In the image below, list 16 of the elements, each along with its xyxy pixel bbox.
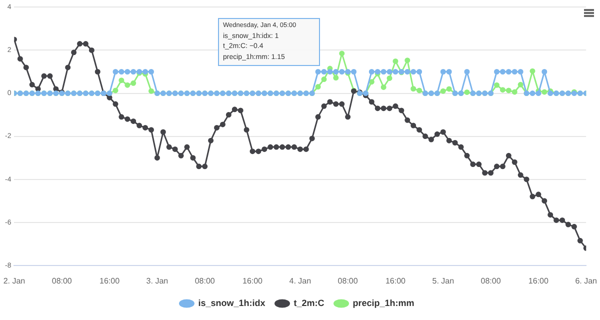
x-tick-label: 5. Jan <box>432 276 454 286</box>
legend-label: is_snow_1h:idx <box>198 298 266 308</box>
x-tick-label: 16:00 <box>100 276 120 286</box>
x-tick-label: 4. Jan <box>289 276 312 286</box>
legend-label: precip_1h:mm <box>352 298 414 308</box>
x-tick-label: 08:00 <box>194 276 216 286</box>
x-tick-label: 08:00 <box>480 276 502 286</box>
x-tick-label: 2. Jan <box>3 276 26 286</box>
x-tick-label: 3. Jan <box>146 276 168 286</box>
x-tick-label: 08:00 <box>338 276 358 286</box>
x-tick-label: 08:00 <box>52 276 72 286</box>
x-tick-label: 16:00 <box>385 276 406 286</box>
x-tick-label: 16:00 <box>528 276 549 286</box>
x-tick-label: 6. Jan <box>575 276 597 286</box>
legend-label: t_2m:C <box>294 298 325 308</box>
x-tick-label: 16:00 <box>242 276 264 286</box>
